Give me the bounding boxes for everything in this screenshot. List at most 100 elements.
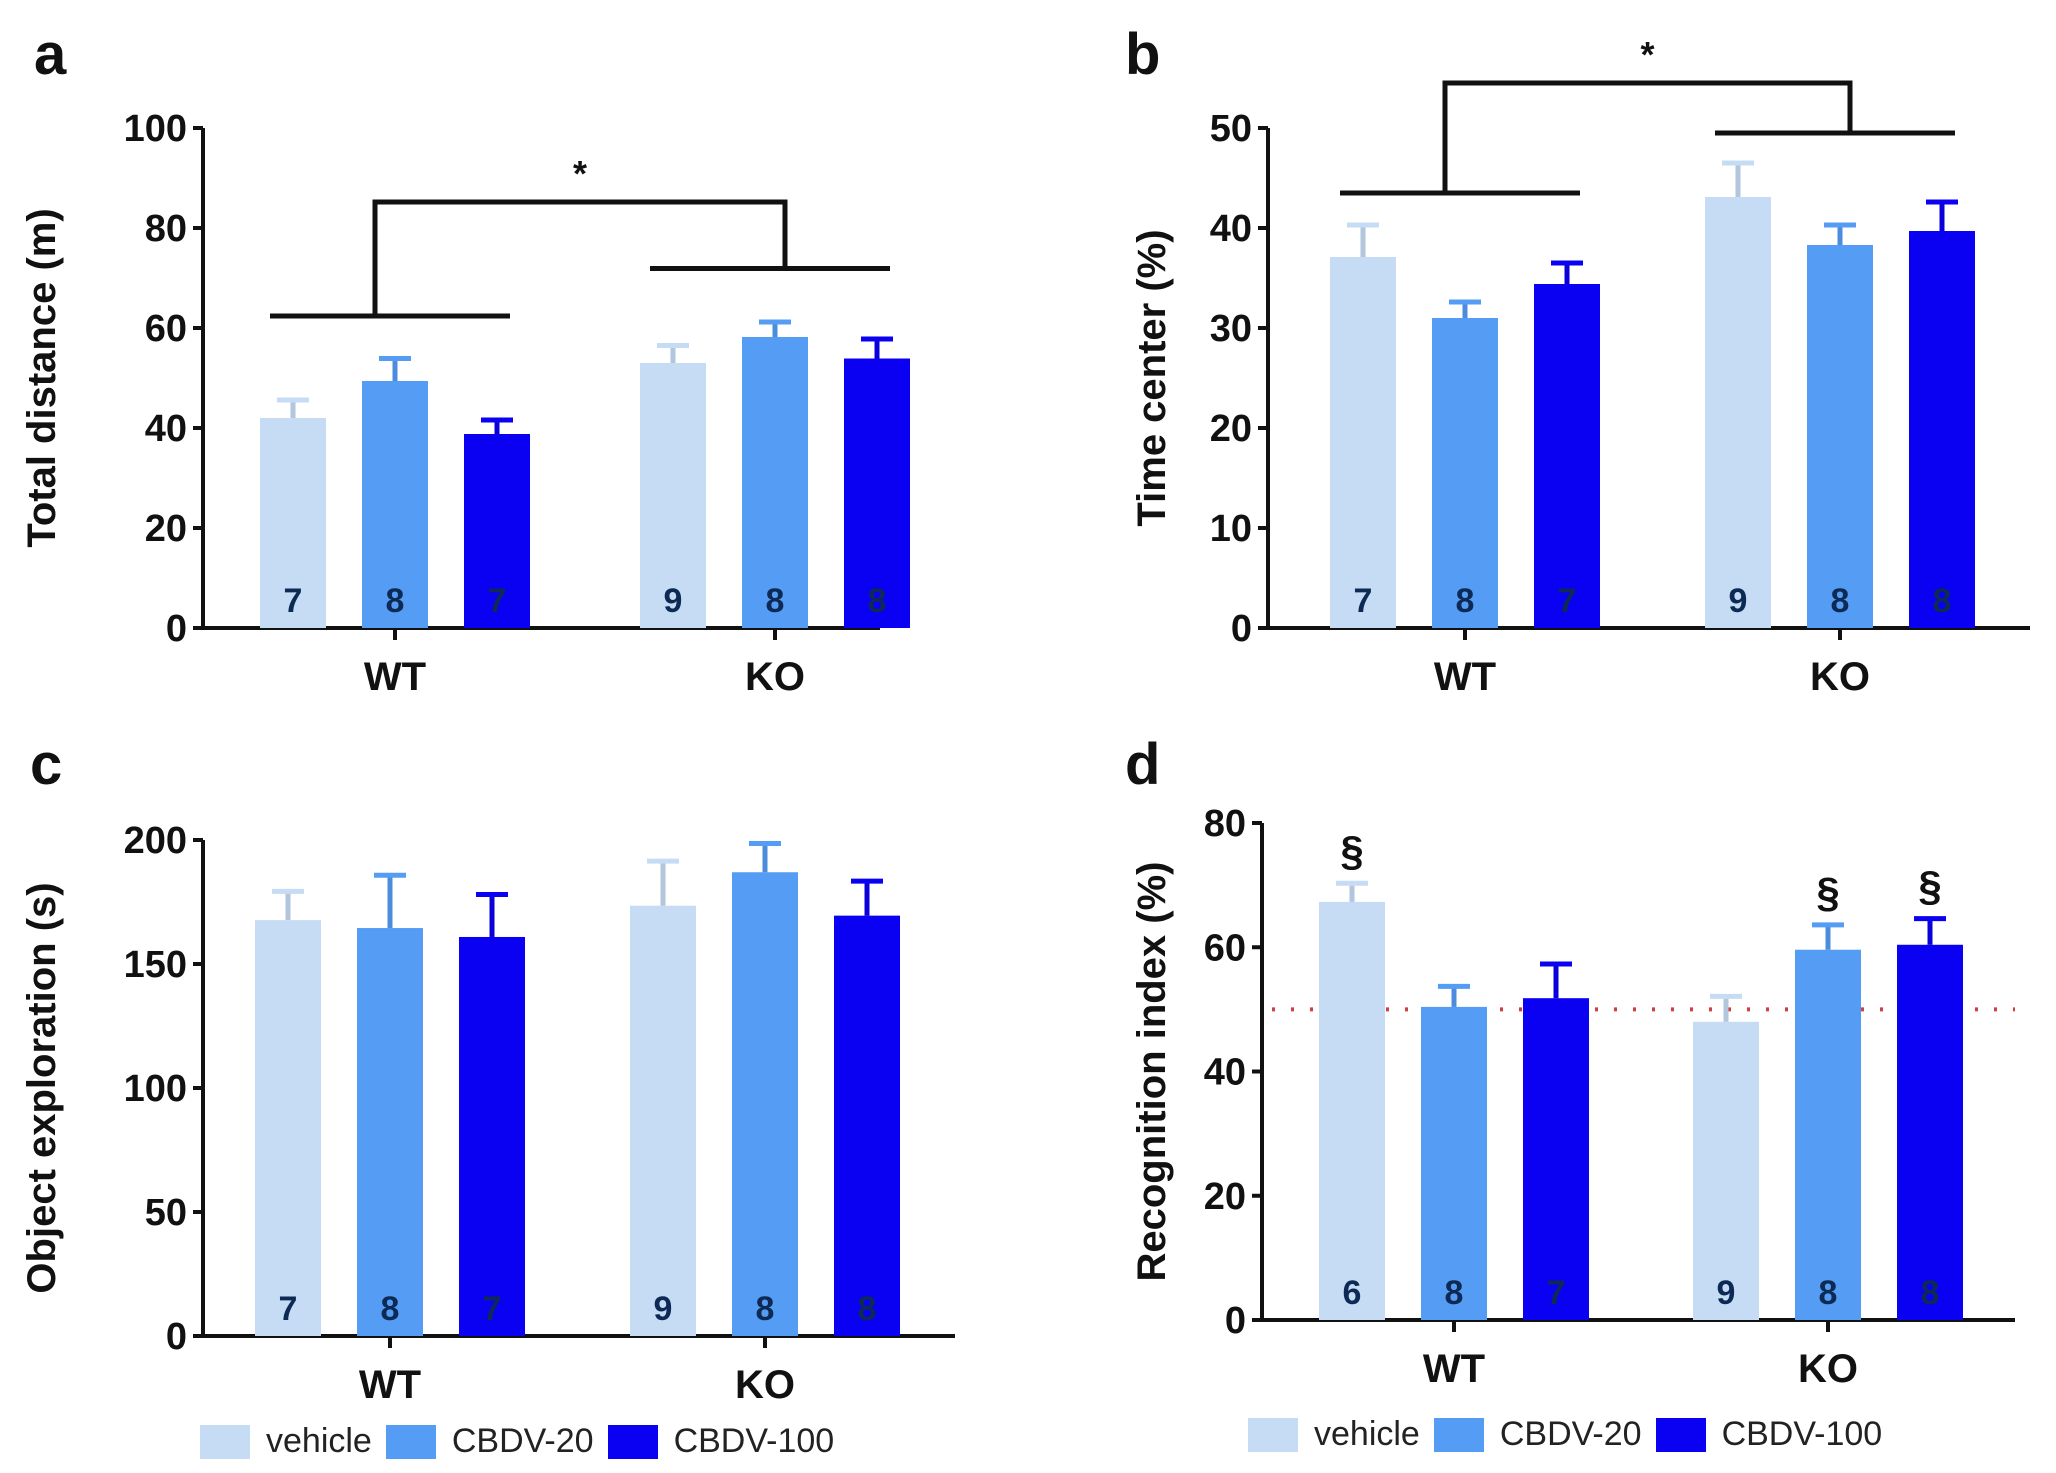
y-tick-label: 50 <box>1210 108 1252 150</box>
sample-size-label: 9 <box>654 1290 673 1328</box>
sample-size-label: 7 <box>488 582 507 620</box>
bar-cbdv-20-wt <box>357 928 423 1336</box>
legend-swatch-cbdv-20 <box>1433 1417 1484 1452</box>
legend-label-cbdv-20: CBDV-20 <box>451 1422 594 1460</box>
bracket-connector <box>1442 80 1853 193</box>
significance-mark: § <box>1816 869 1839 916</box>
y-tick-label: 60 <box>1204 927 1246 969</box>
sample-size-label: 8 <box>1933 582 1952 620</box>
y-axis-label: Object exploration (s) <box>20 882 64 1293</box>
bar-vehicle-ko <box>1705 197 1771 628</box>
sample-size-label: 8 <box>756 1290 775 1328</box>
legend-label-cbdv-100: CBDV-100 <box>673 1422 835 1460</box>
sample-size-label: 8 <box>1445 1274 1464 1312</box>
significance-mark: § <box>1918 863 1941 910</box>
y-axis-label: Total distance (m) <box>20 208 64 547</box>
bar-vehicle-ko <box>640 363 706 628</box>
legend-label-cbdv-20: CBDV-20 <box>1499 1415 1642 1453</box>
x-tick-label: WT <box>364 655 426 699</box>
bar-cbdv-100-ko <box>844 358 910 628</box>
y-tick-label: 100 <box>124 1068 187 1110</box>
y-tick-label: 60 <box>145 308 187 350</box>
y-tick-label: 40 <box>1210 208 1252 250</box>
panel-label: b <box>1125 22 1160 87</box>
legend-label-cbdv-100: CBDV-100 <box>1721 1415 1883 1453</box>
sample-size-label: 8 <box>1831 582 1850 620</box>
y-tick-label: 50 <box>145 1192 187 1234</box>
y-tick-label: 40 <box>145 408 187 450</box>
bar-cbdv-20-ko <box>1807 245 1873 628</box>
y-tick-label: 20 <box>1210 408 1252 450</box>
x-tick-label: KO <box>1810 655 1870 699</box>
sample-size-label: 9 <box>664 582 683 620</box>
legend-swatch-vehicle <box>1248 1417 1298 1452</box>
bar-vehicle-ko <box>630 905 696 1336</box>
sample-size-label: 7 <box>1547 1274 1566 1312</box>
sample-size-label: 7 <box>279 1290 298 1328</box>
bar-cbdv-100-wt <box>459 936 525 1336</box>
y-axis-label: Recognition index (%) <box>1130 862 1174 1282</box>
x-tick-label: WT <box>1434 655 1496 699</box>
sample-size-label: 7 <box>284 582 303 620</box>
y-tick-label: 30 <box>1210 308 1252 350</box>
sample-size-label: 9 <box>1717 1274 1736 1312</box>
y-tick-label: 0 <box>1225 1300 1246 1342</box>
bracket-connector <box>372 199 788 316</box>
bar-cbdv-100-wt <box>1534 284 1600 628</box>
y-tick-label: 80 <box>145 208 187 250</box>
bar-vehicle-ko <box>1693 1021 1759 1320</box>
legend-d: vehicle CBDV-20 CBDV-100 <box>1248 1415 1896 1454</box>
bar-vehicle-wt <box>1330 257 1396 628</box>
y-tick-label: 40 <box>1204 1052 1246 1094</box>
panel-c: c Object exploration (s) 0 50 100 150 200 WT 7 8 7… <box>20 732 955 1407</box>
y-tick-label: 0 <box>166 608 187 650</box>
legend-label-vehicle: vehicle <box>1314 1415 1420 1453</box>
significance-star: * <box>573 153 587 194</box>
y-tick-label: 10 <box>1210 508 1252 550</box>
sample-size-label: 7 <box>483 1290 502 1328</box>
x-tick-label: WT <box>1423 1347 1485 1391</box>
x-tick-label: KO <box>745 655 805 699</box>
panel-label: c <box>30 732 62 797</box>
bar-cbdv-100-ko <box>1897 944 1963 1320</box>
y-axis-label: Time center (%) <box>1130 229 1174 526</box>
y-tick-label: 20 <box>1204 1176 1246 1218</box>
bar-cbdv-100-wt <box>464 434 530 628</box>
panel-b: b Time center (%) 0 10 20 30 40 50 WT 7 8 7 KO 9 8 8 * <box>1125 22 2030 699</box>
panel-d: d Recognition index (%) 0 20 40 60 80 WT 6 § 8 7 KO 9… <box>1125 732 2015 1391</box>
sample-size-label: 9 <box>1729 582 1748 620</box>
sample-size-label: 6 <box>1343 1274 1362 1312</box>
legend-swatch-vehicle <box>200 1424 250 1459</box>
legend-label-vehicle: vehicle <box>266 1422 372 1460</box>
sample-size-label: 8 <box>766 582 785 620</box>
y-tick-label: 0 <box>1231 608 1252 650</box>
y-tick-label: 100 <box>124 108 187 150</box>
x-tick-label: KO <box>1798 1347 1858 1391</box>
panel-a: a Total distance (m) 0 20 40 60 80 100 WT 7 8 7 KO 9 8… <box>20 22 910 699</box>
sample-size-label: 8 <box>1456 582 1475 620</box>
x-tick-label: KO <box>735 1363 795 1407</box>
y-tick-label: 200 <box>124 820 187 862</box>
significance-star: * <box>1640 34 1654 75</box>
bar-vehicle-wt <box>1319 901 1385 1320</box>
sample-size-label: 7 <box>1354 582 1373 620</box>
legend-swatch-cbdv-100 <box>1655 1417 1706 1452</box>
y-tick-label: 80 <box>1204 803 1246 845</box>
sample-size-label: 8 <box>868 582 887 620</box>
sample-size-label: 8 <box>1819 1274 1838 1312</box>
legend-swatch-cbdv-20 <box>385 1424 436 1459</box>
panel-label: d <box>1125 732 1160 797</box>
bar-cbdv-20-ko <box>732 872 798 1336</box>
bar-cbdv-100-wt <box>1523 998 1589 1320</box>
sample-size-label: 7 <box>1558 582 1577 620</box>
panel-label: a <box>34 22 67 87</box>
bar-cbdv-20-ko <box>742 337 808 628</box>
significance-mark: § <box>1340 827 1363 874</box>
x-tick-label: WT <box>359 1363 421 1407</box>
bar-vehicle-wt <box>255 920 321 1336</box>
sample-size-label: 8 <box>858 1290 877 1328</box>
y-tick-label: 20 <box>145 508 187 550</box>
legend-swatch-cbdv-100 <box>607 1424 658 1459</box>
bar-cbdv-100-ko <box>834 915 900 1336</box>
